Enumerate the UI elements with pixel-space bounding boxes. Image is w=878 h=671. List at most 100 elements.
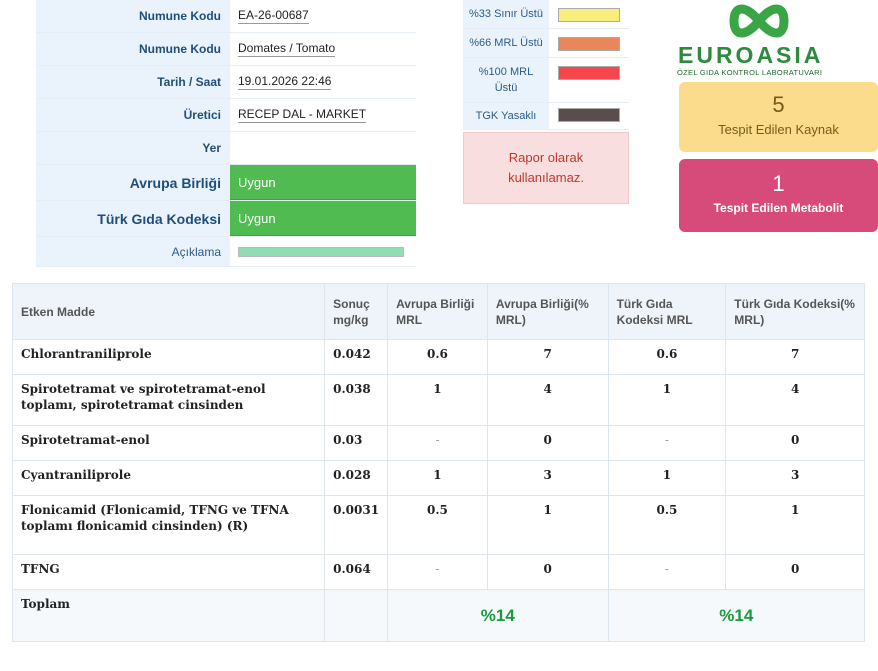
infinity-logo-icon [729, 4, 789, 38]
legend-item: %66 MRL Üstü [463, 29, 629, 58]
total-tgk-pct: %14 [607, 589, 866, 642]
legend-swatch [558, 37, 620, 51]
logo-wordmark: EUROASIA [678, 42, 824, 68]
tgk-status-label: Türk Gıda Kodeksi [36, 201, 230, 236]
legend-label: %33 Sınır Üstü [463, 0, 549, 28]
place-value [230, 132, 416, 164]
eu-mrl-value: - [387, 425, 488, 461]
sample-info-panel: Numune Kodu EA-26-00687 Numune Kodu Doma… [36, 0, 416, 267]
result-value: 0.064 [324, 554, 389, 590]
substance-name: Spirotetramat-enol [11, 425, 326, 461]
eu-mrl-value: 0.5 [387, 495, 488, 555]
result-value: 0.038 [324, 374, 389, 426]
legend-item: %33 Sınır Üstü [463, 0, 629, 29]
legend-label: %100 MRL Üstü [463, 58, 549, 102]
tgk-pct-value: 3 [725, 460, 865, 496]
logo-subtitle: ÖZEL GIDA KONTROL LABORATUVARI [677, 68, 823, 77]
tgk-status-row: Türk Gıda Kodeksi Uygun [36, 201, 416, 237]
eu-pct-value: 0 [486, 425, 609, 461]
tgk-mrl-value: - [607, 554, 727, 590]
substance-name: Flonicamid (Flonicamid, TFNG ve TFNA top… [11, 495, 326, 555]
eu-mrl-value: 1 [387, 460, 488, 496]
header-tgk-mrl: Türk Gıda Kodeksi MRL [607, 283, 727, 340]
legend-swatch [558, 66, 620, 80]
substance-name: TFNG [11, 554, 326, 590]
legend-swatch [558, 108, 620, 122]
tgk-mrl-value: 0.6 [607, 339, 727, 375]
date-row: Tarih / Saat 19.01.2026 22:46 [36, 66, 416, 99]
tgk-pct-value: 0 [725, 554, 865, 590]
tgk-mrl-value: - [607, 425, 727, 461]
detected-sources-card: 5 Tespit Edilen Kaynak [679, 82, 878, 152]
report-warning-note: Rapor olarak kullanılamaz. [463, 132, 629, 204]
result-value: 0.0031 [324, 495, 389, 555]
place-row: Yer [36, 132, 416, 165]
header-tgk-pct: Türk Gıda Kodeksi(% MRL) [725, 283, 865, 340]
legend-label: TGK Yasaklı [463, 103, 549, 129]
metabolites-count: 1 [772, 171, 785, 196]
substance-name: Spirotetramat ve spirotetramat-enol topl… [11, 374, 326, 426]
description-row: Açıklama [36, 237, 416, 267]
sources-caption: Tespit Edilen Kaynak [718, 122, 839, 137]
table-row: Spirotetramat ve spirotetramat-enol topl… [11, 374, 865, 426]
result-value: 0.028 [324, 460, 389, 496]
detected-metabolites-card: 1 Tespit Edilen Metabolit [679, 159, 878, 232]
legend-label: %66 MRL Üstü [463, 29, 549, 57]
producer-label: Üretici [36, 99, 230, 131]
tgk-pct-value: 7 [725, 339, 865, 375]
eu-mrl-value: 0.6 [387, 339, 488, 375]
eu-pct-value: 1 [486, 495, 609, 555]
sources-count: 5 [772, 92, 785, 117]
results-header-row: Etken Madde Sonuç mg/kg Avrupa Birliği M… [11, 283, 865, 340]
eu-status-label: Avrupa Birliği [36, 165, 230, 200]
eu-mrl-value: 1 [387, 374, 488, 426]
table-row: TFNG 0.064 - 0 - 0 [11, 554, 865, 590]
legend-item: TGK Yasaklı [463, 103, 629, 130]
substance-name: Cyantraniliprole [11, 460, 326, 496]
sample-code-value: EA-26-00687 [238, 8, 309, 24]
description-bar [238, 246, 404, 257]
legend-panel: %33 Sınır Üstü %66 MRL Üstü %100 MRL Üst… [463, 0, 629, 204]
product-label: Numune Kodu [36, 33, 230, 65]
producer-value: RECEP DAL - MARKET [238, 107, 367, 123]
results-table: Etken Madde Sonuç mg/kg Avrupa Birliği M… [11, 283, 866, 642]
table-row: Cyantraniliprole 0.028 1 3 1 3 [11, 460, 865, 496]
tgk-pct-value: 4 [725, 374, 865, 426]
eu-mrl-value: - [387, 554, 488, 590]
result-value: 0.042 [324, 339, 389, 375]
header-eu-pct: Avrupa Birliği(% MRL) [486, 283, 609, 340]
tgk-status-value: Uygun [230, 201, 416, 236]
metabolites-caption: Tespit Edilen Metabolit [713, 201, 844, 215]
substance-name: Chlorantraniliprole [11, 339, 326, 375]
header-substance: Etken Madde [11, 283, 326, 340]
result-value: 0.03 [324, 425, 389, 461]
producer-row: Üretici RECEP DAL - MARKET [36, 99, 416, 132]
euroasia-logo: EUROASIA ÖZEL GIDA KONTROL LABORATUVARI [676, 0, 878, 78]
tgk-mrl-value: 0.5 [607, 495, 727, 555]
eu-pct-value: 0 [486, 554, 609, 590]
eu-status-row: Avrupa Birliği Uygun [36, 165, 416, 201]
eu-status-value: Uygun [230, 165, 416, 200]
total-label: Toplam [11, 589, 326, 642]
description-label: Açıklama [36, 237, 230, 266]
legend-item: %100 MRL Üstü [463, 58, 629, 103]
sample-code-row: Numune Kodu EA-26-00687 [36, 0, 416, 33]
table-row: Chlorantraniliprole 0.042 0.6 7 0.6 7 [11, 339, 865, 375]
tgk-pct-value: 1 [725, 495, 865, 555]
tgk-pct-value: 0 [725, 425, 865, 461]
product-value: Domates / Tomato [238, 41, 336, 57]
sample-code-label: Numune Kodu [36, 0, 230, 32]
legend-swatch [558, 8, 620, 22]
eu-pct-value: 3 [486, 460, 609, 496]
date-value: 19.01.2026 22:46 [238, 74, 332, 90]
table-row: Flonicamid (Flonicamid, TFNG ve TFNA top… [11, 495, 865, 555]
place-label: Yer [36, 132, 230, 164]
tgk-mrl-value: 1 [607, 460, 727, 496]
date-label: Tarih / Saat [36, 66, 230, 98]
eu-pct-value: 4 [486, 374, 609, 426]
total-eu-pct: %14 [387, 589, 609, 642]
total-row: Toplam %14 %14 [11, 589, 866, 642]
header-eu-mrl: Avrupa Birliği MRL [387, 283, 488, 340]
header-result: Sonuç mg/kg [324, 283, 389, 340]
table-row: Spirotetramat-enol 0.03 - 0 - 0 [11, 425, 865, 461]
